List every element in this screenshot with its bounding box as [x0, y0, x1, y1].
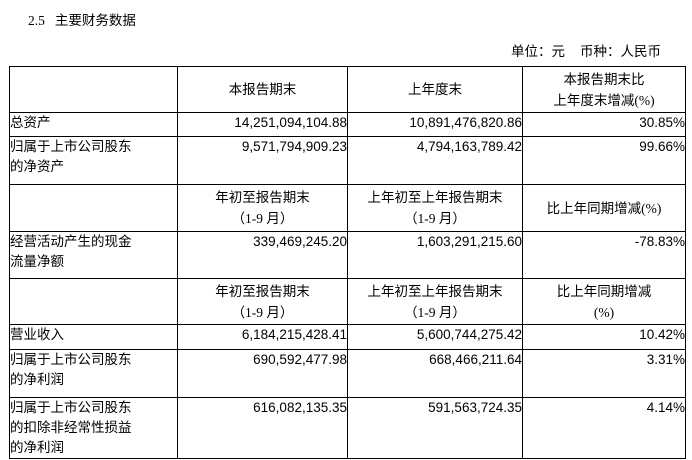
- header-cell-empty: [9, 66, 178, 113]
- row-current-value: 6,184,215,428.41: [177, 324, 348, 350]
- row-current-value: 690,592,477.98: [177, 349, 348, 398]
- row-current-value: 339,469,245.20: [177, 231, 348, 279]
- row-label: 归属于上市公司股东 的扣除非经常性损益 的净利润: [9, 397, 178, 459]
- row-label: 总资产: [9, 112, 178, 137]
- period-header-change: 比上年同期增减(%): [522, 184, 686, 232]
- row-change-value: -78.83%: [522, 231, 686, 279]
- table-row-net-profit-excl-nonrecurring: 归属于上市公司股东 的扣除非经常性损益 的净利润 616,082,135.35 …: [9, 397, 686, 459]
- unit-note: 单位：元 币种：人民币: [0, 40, 692, 60]
- row-label: 经营活动产生的现金 流量净额: [9, 231, 178, 279]
- row-prior-value: 5,600,744,275.42: [347, 324, 523, 350]
- row-prior-value: 4,794,163,789.42: [347, 136, 523, 185]
- period-header-row-2: 年初至报告期末 （1-9 月） 上年初至上年报告期末 （1-9 月） 比上年同期…: [9, 278, 686, 325]
- row-change-value: 4.14%: [522, 397, 686, 459]
- row-current-value: 616,082,135.35: [177, 397, 348, 459]
- table-row-net-profit: 归属于上市公司股东 的净利润 690,592,477.98 668,466,21…: [9, 349, 686, 398]
- header-cell-prior-year-end: 上年度末: [347, 66, 523, 113]
- header-cell-change: 本报告期末比 上年度末增减(%): [522, 66, 686, 113]
- row-label: 归属于上市公司股东 的净利润: [9, 349, 178, 398]
- row-prior-value: 1,603,291,215.60: [347, 231, 523, 279]
- row-label: 营业收入: [9, 324, 178, 350]
- row-label: 归属于上市公司股东 的净资产: [9, 136, 178, 185]
- table-row-total-assets: 总资产 14,251,094,104.88 10,891,476,820.86 …: [9, 112, 686, 137]
- row-change-value: 30.85%: [522, 112, 686, 137]
- period-header-change: 比上年同期增减 (%): [522, 278, 686, 325]
- currency-label: 币种：人民币: [580, 44, 661, 59]
- row-change-value: 10.42%: [522, 324, 686, 350]
- table-row-net-assets: 归属于上市公司股东 的净资产 9,571,794,909.23 4,794,16…: [9, 136, 686, 185]
- page-title: 2.5 主要财务数据: [28, 9, 692, 29]
- table-row-operating-revenue: 营业收入 6,184,215,428.41 5,600,744,275.42 1…: [9, 324, 686, 350]
- table-header-row: 本报告期末 上年度末 本报告期末比 上年度末增减(%): [9, 66, 686, 113]
- period-header-current: 年初至报告期末 （1-9 月）: [177, 184, 348, 232]
- section-title: 主要财务数据: [54, 13, 136, 28]
- period-header-empty: [9, 184, 178, 232]
- row-change-value: 3.31%: [522, 349, 686, 398]
- period-header-row-1: 年初至报告期末 （1-9 月） 上年初至上年报告期末 （1-9 月） 比上年同期…: [9, 184, 686, 232]
- row-prior-value: 668,466,211.64: [347, 349, 523, 398]
- row-change-value: 99.66%: [522, 136, 686, 185]
- row-current-value: 9,571,794,909.23: [177, 136, 348, 185]
- table-row-operating-cash-flow: 经营活动产生的现金 流量净额 339,469,245.20 1,603,291,…: [9, 231, 686, 279]
- section-number: 2.5: [28, 13, 45, 28]
- financial-data-table: 本报告期末 上年度末 本报告期末比 上年度末增减(%) 总资产 14,251,0…: [9, 66, 686, 459]
- unit-label: 单位：元: [511, 44, 565, 59]
- period-header-prior: 上年初至上年报告期末 （1-9 月）: [347, 184, 523, 232]
- row-current-value: 14,251,094,104.88: [177, 112, 348, 137]
- period-header-current: 年初至报告期末 （1-9 月）: [177, 278, 348, 325]
- header-cell-current-period: 本报告期末: [177, 66, 348, 113]
- period-header-empty: [9, 278, 178, 325]
- row-prior-value: 10,891,476,820.86: [347, 112, 523, 137]
- period-header-prior: 上年初至上年报告期末 （1-9 月）: [347, 278, 523, 325]
- row-prior-value: 591,563,724.35: [347, 397, 523, 459]
